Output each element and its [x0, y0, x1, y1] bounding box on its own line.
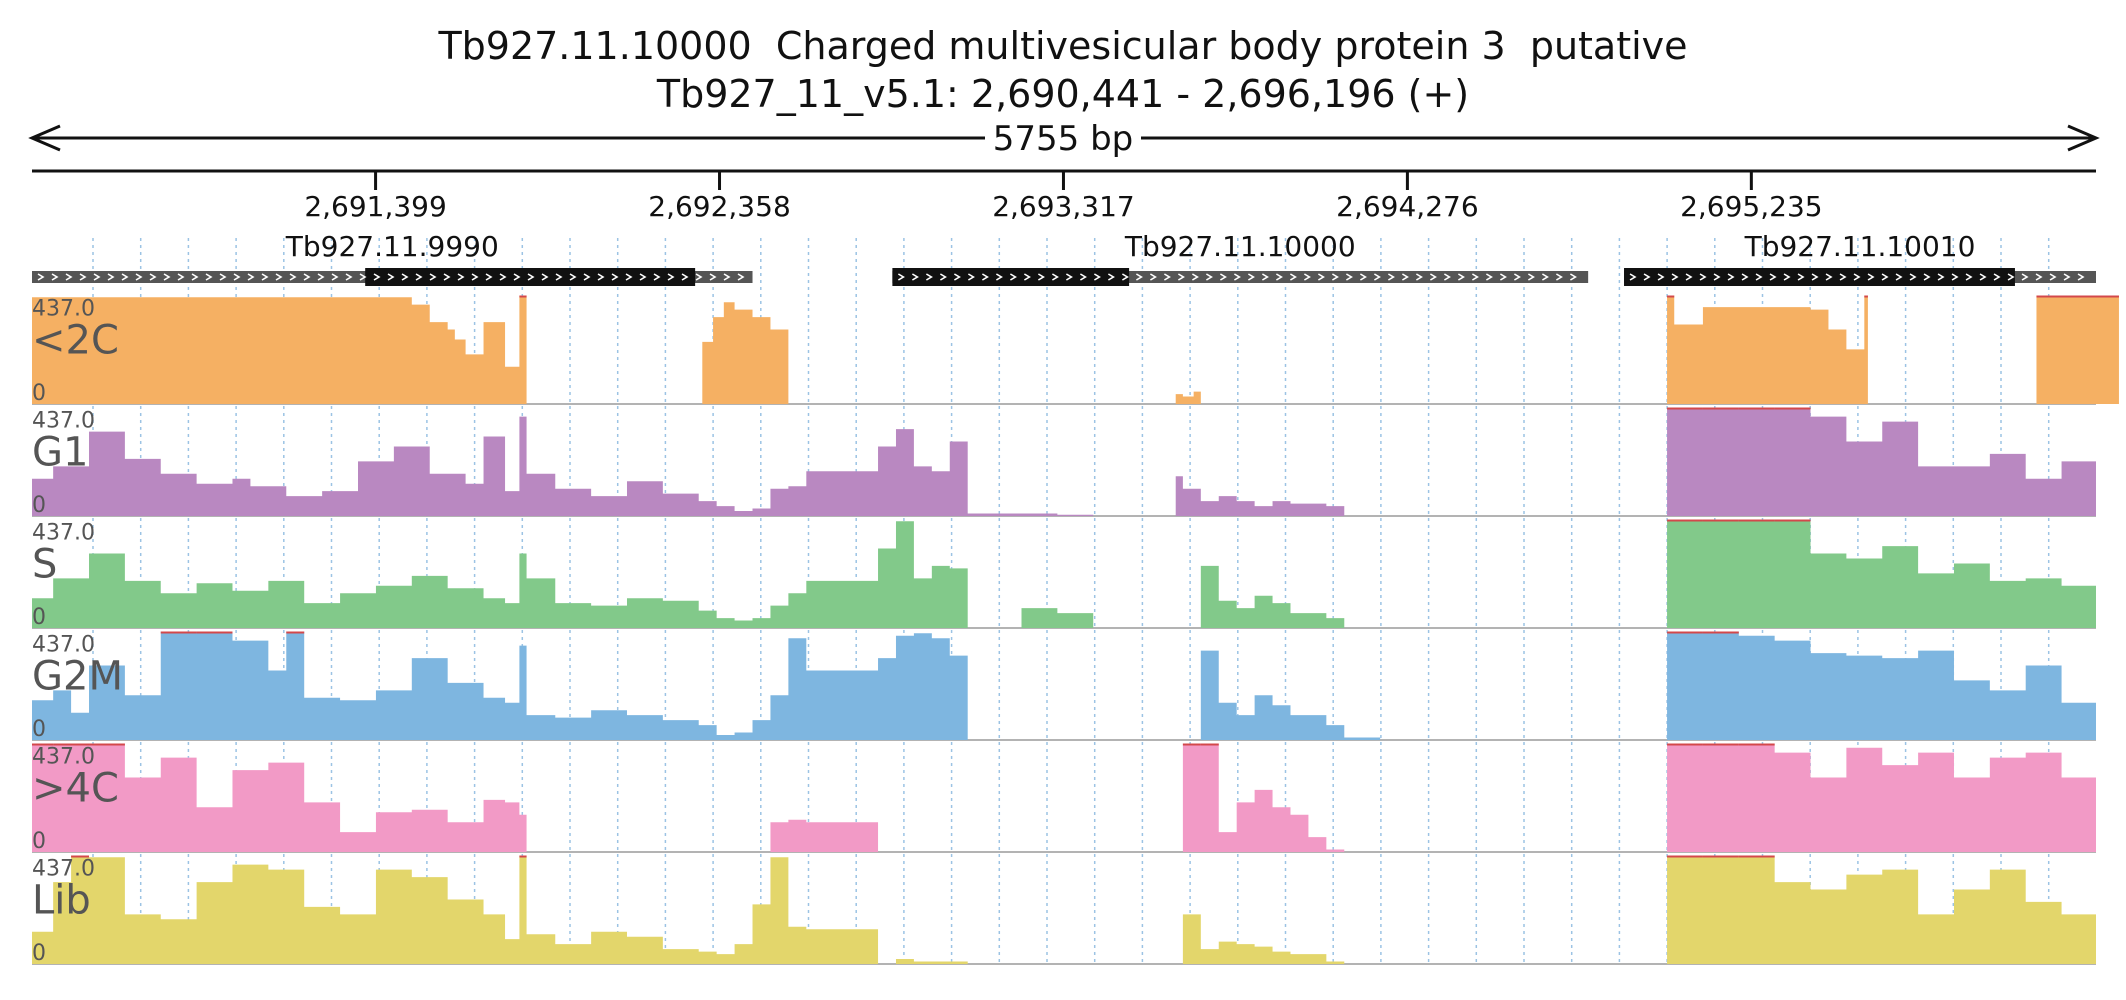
series-label: S [32, 542, 57, 588]
y-max-label: 437.0 [32, 633, 95, 658]
coverage-area->4C [32, 743, 2096, 852]
track-1: 437.0 0 G1 [32, 407, 2096, 518]
coverage-area-G2M [32, 631, 2096, 740]
series-label: G1 [32, 430, 88, 476]
gene-strand-arrows-2 [1629, 273, 2085, 281]
gene-strand-arrows-1 [897, 273, 1577, 281]
y-max-label: 437.0 [32, 297, 95, 322]
x-tick-label-4: 2,695,235 [1680, 190, 1823, 223]
gene-label-0: Tb927.11.9990 [285, 230, 499, 263]
y-min-label: 0 [32, 381, 46, 406]
span-arrow-right-head [2067, 124, 2100, 152]
chart-title: Tb927.11.10000 Charged multivesicular bo… [438, 24, 1688, 68]
gene-label-2: Tb927.11.10010 [1744, 230, 1976, 263]
x-tick-label-3: 2,694,276 [1336, 190, 1479, 223]
track-0: 437.0 0 <2C [32, 295, 2119, 406]
coverage-area-<2C [32, 295, 2119, 404]
span-label: 5755 bp [993, 119, 1134, 159]
gene-cds-1 [892, 268, 1130, 286]
track-2: 437.0 0 S [32, 519, 2096, 630]
coverage-area-G1 [32, 407, 2096, 516]
gene-strand-arrows-0 [37, 273, 745, 281]
coverage-area-Lib [32, 855, 2096, 964]
series-label: <2C [32, 318, 119, 364]
series-label: >4C [32, 766, 119, 812]
x-tick-label-1: 2,692,358 [648, 190, 791, 223]
track-5: 437.0 0 Lib [32, 855, 2096, 966]
y-min-label: 0 [32, 941, 46, 966]
track-3: 437.0 0 G2M [32, 631, 2096, 742]
y-max-label: 437.0 [32, 857, 95, 882]
chart-subtitle: Tb927_11_v5.1: 2,690,441 - 2,696,196 (+) [656, 72, 1470, 116]
x-tick-label-0: 2,691,399 [304, 190, 447, 223]
gene-cds-0 [365, 268, 696, 286]
y-max-label: 437.0 [32, 409, 95, 434]
series-label: Lib [32, 878, 91, 924]
track-4: 437.0 0 >4C [32, 743, 2096, 854]
y-min-label: 0 [32, 605, 46, 630]
coverage-area-S [32, 519, 2096, 628]
gene-label-1: Tb927.11.10000 [1124, 230, 1356, 263]
y-min-label: 0 [32, 493, 46, 518]
y-max-label: 437.0 [32, 521, 95, 546]
x-tick-label-2: 2,693,317 [992, 190, 1135, 223]
y-min-label: 0 [32, 717, 46, 742]
span-arrow-left-head [28, 124, 61, 152]
y-max-label: 437.0 [32, 745, 95, 770]
gene-cds-2 [1624, 268, 2015, 286]
y-min-label: 0 [32, 829, 46, 854]
series-label: G2M [32, 654, 123, 700]
